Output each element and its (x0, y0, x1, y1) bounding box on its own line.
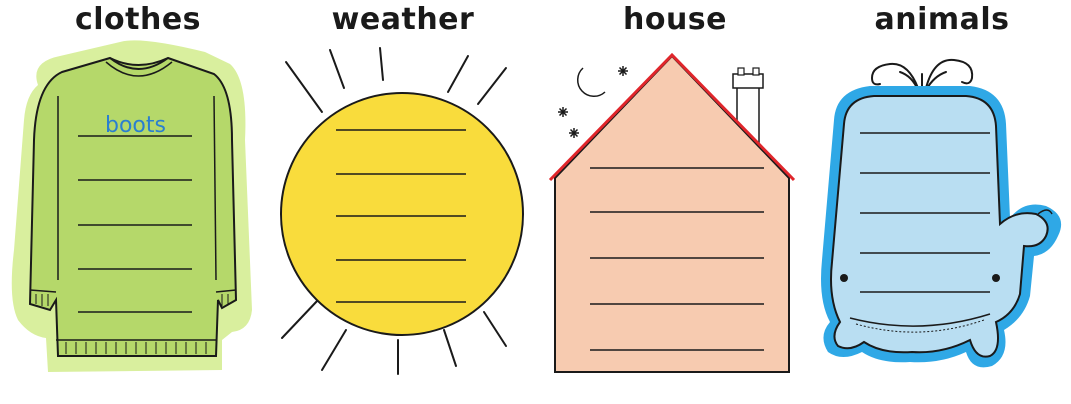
clothes-entry-boots[interactable]: boots (105, 113, 166, 138)
sun-writing-lines (336, 129, 466, 303)
sun-disc (280, 92, 524, 336)
sweater-body (28, 56, 238, 357)
house-icon (548, 52, 796, 373)
whale-eye-left (840, 274, 848, 282)
sun-icon (280, 47, 524, 375)
sweater-writing-lines (78, 135, 192, 313)
whale-writing-lines (860, 132, 990, 293)
whale-eye-right (992, 274, 1000, 282)
sweater-icon (11, 40, 252, 372)
whale-spout (870, 58, 974, 91)
house-roof (548, 52, 796, 182)
category-title-house: house (622, 2, 728, 37)
whale-icon (821, 58, 1062, 368)
moon-icon (576, 67, 606, 98)
category-title-animals: animals (874, 2, 1010, 37)
category-title-weather: weather (331, 2, 475, 37)
star-icons (558, 66, 628, 138)
category-title-clothes: clothes (74, 2, 202, 37)
sun-rays (281, 47, 507, 375)
house-writing-lines (590, 167, 764, 351)
